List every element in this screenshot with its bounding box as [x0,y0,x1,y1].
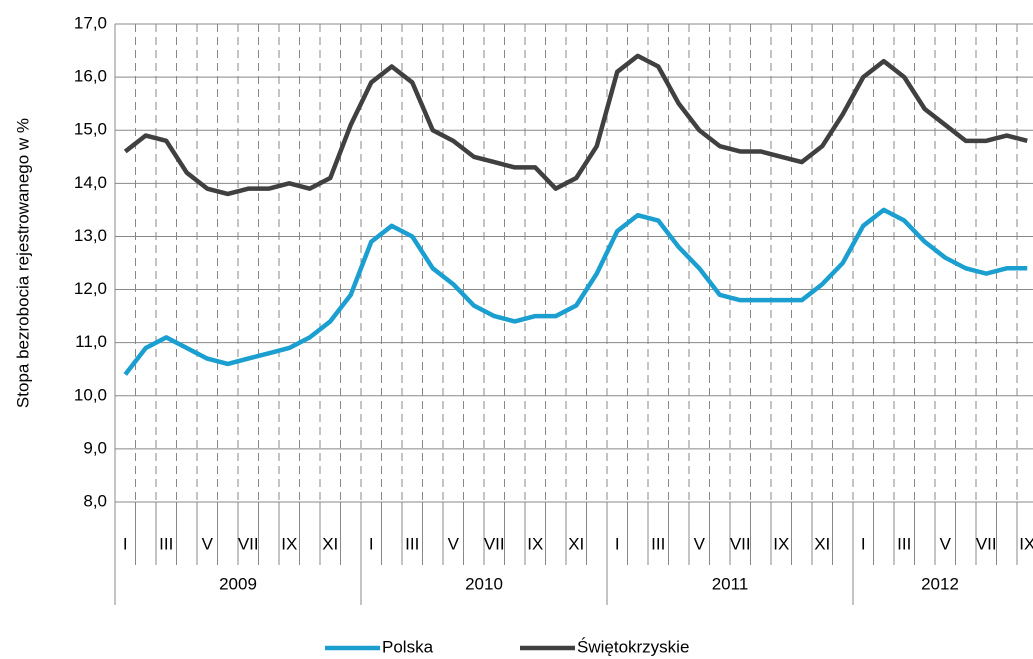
y-tick-label: 16,0 [74,67,107,86]
x-tick-label: VII [976,534,997,553]
x-tick-label: V [694,534,706,553]
y-tick-label: 11,0 [75,332,107,351]
x-tick-label: VII [484,534,505,553]
x-tick-label: IX [773,534,789,553]
x-tick-label: I [369,534,374,553]
x-tick-label: XI [568,534,584,553]
x-tick-label: IX [1019,534,1033,553]
x-tick-label: III [159,534,173,553]
x-tick-label: XI [814,534,830,553]
x-tick-label: VII [238,534,259,553]
x-tick-label: III [651,534,665,553]
x-tick-label: I [123,534,128,553]
y-tick-label: 12,0 [74,279,107,298]
legend-label: Świętokrzyskie [577,637,689,656]
legend-label: Polska [382,637,434,656]
group-label: 2012 [921,574,959,593]
x-tick-label: I [615,534,620,553]
x-tick-label: V [202,534,214,553]
y-tick-label: 15,0 [74,120,107,139]
y-tick-label: 13,0 [74,226,107,245]
x-tick-label: V [940,534,952,553]
y-tick-label: 14,0 [74,173,107,192]
x-tick-label: I [861,534,866,553]
y-axis-label: Stopa bezrobocia rejestrowanego w % [13,118,32,408]
y-tick-label: 10,0 [74,385,107,404]
y-tick-label: 8,0 [83,491,107,510]
group-label: 2011 [712,574,749,593]
x-tick-label: IX [281,534,297,553]
group-label: 2010 [465,574,503,593]
x-tick-label: IX [527,534,543,553]
y-tick-label: 9,0 [83,438,107,457]
x-tick-label: III [897,534,911,553]
line-series [123,207,1028,376]
x-tick-label: XI [322,534,338,553]
line-series [123,53,1028,197]
y-tick-label: 17,0 [74,13,107,32]
x-tick-label: III [405,534,419,553]
x-tick-label: VII [730,534,751,553]
x-tick-label: V [448,534,460,553]
group-label: 2009 [219,574,257,593]
